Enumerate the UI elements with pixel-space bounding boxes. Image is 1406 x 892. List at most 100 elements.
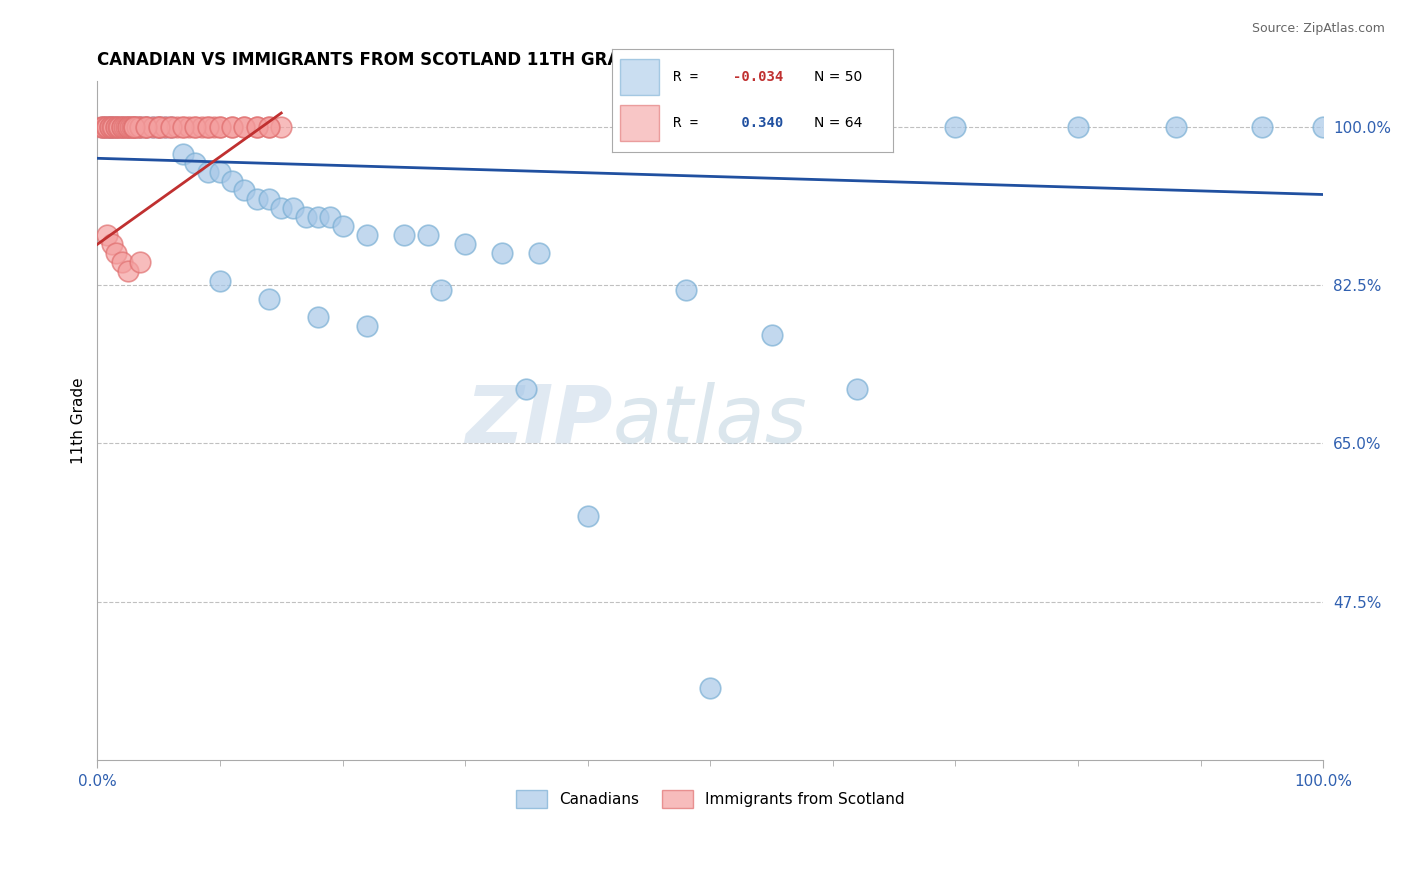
Point: [135, 120, 157, 134]
Point: [319, 210, 342, 224]
Point: [104, 120, 127, 134]
Point: [761, 327, 783, 342]
Point: [121, 120, 143, 134]
Point: [172, 120, 194, 134]
Point: [129, 120, 152, 134]
Point: [172, 120, 194, 134]
Point: [93, 120, 115, 134]
Point: [1251, 120, 1274, 134]
Point: [190, 120, 212, 134]
Point: [135, 120, 157, 134]
Point: [122, 120, 145, 134]
Point: [184, 156, 207, 170]
Point: [104, 246, 127, 260]
Point: [515, 382, 537, 396]
Point: [98, 120, 121, 134]
Point: [129, 255, 152, 269]
Point: [160, 120, 183, 134]
Point: [117, 120, 139, 134]
Point: [294, 210, 316, 224]
Point: [148, 120, 170, 134]
Point: [114, 120, 136, 134]
Point: [270, 201, 292, 215]
Point: [94, 120, 117, 134]
Point: [208, 273, 231, 287]
Text: N = 64: N = 64: [814, 117, 862, 130]
Point: [233, 120, 256, 134]
Point: [107, 120, 129, 134]
Point: [246, 192, 269, 206]
Point: [111, 120, 134, 134]
Text: CANADIAN VS IMMIGRANTS FROM SCOTLAND 11TH GRADE CORRELATION CHART: CANADIAN VS IMMIGRANTS FROM SCOTLAND 11T…: [97, 51, 851, 69]
FancyBboxPatch shape: [620, 60, 659, 95]
Point: [122, 120, 145, 134]
Point: [96, 120, 118, 134]
Point: [491, 246, 513, 260]
Point: [160, 120, 183, 134]
Point: [96, 120, 118, 134]
Point: [246, 120, 269, 134]
Text: Source: ZipAtlas.com: Source: ZipAtlas.com: [1251, 22, 1385, 36]
Point: [135, 120, 157, 134]
Point: [148, 120, 170, 134]
Text: N = 50: N = 50: [814, 70, 862, 84]
Point: [122, 120, 145, 134]
Point: [166, 120, 188, 134]
Y-axis label: 11th Grade: 11th Grade: [72, 377, 86, 464]
Point: [233, 183, 256, 197]
Point: [141, 120, 163, 134]
Legend: Canadians, Immigrants from Scotland: Canadians, Immigrants from Scotland: [510, 784, 911, 814]
Point: [257, 192, 280, 206]
Point: [1166, 120, 1188, 134]
Point: [429, 283, 451, 297]
Point: [179, 120, 201, 134]
Point: [98, 120, 121, 134]
Point: [129, 120, 152, 134]
Point: [356, 228, 378, 243]
Point: [675, 283, 697, 297]
Text: R =: R =: [673, 117, 707, 130]
Point: [846, 382, 869, 396]
Point: [208, 120, 231, 134]
Point: [202, 120, 225, 134]
Point: [135, 120, 157, 134]
Point: [270, 120, 292, 134]
Point: [172, 146, 194, 161]
Point: [527, 246, 550, 260]
FancyBboxPatch shape: [620, 105, 659, 141]
Point: [122, 120, 145, 134]
Point: [1312, 120, 1334, 134]
Point: [246, 120, 269, 134]
Text: R =: R =: [673, 70, 707, 84]
Point: [104, 120, 127, 134]
Point: [576, 508, 599, 523]
Point: [129, 120, 152, 134]
Point: [221, 174, 243, 188]
Point: [283, 201, 305, 215]
Point: [103, 120, 125, 134]
Point: [101, 120, 124, 134]
Point: [101, 120, 124, 134]
Point: [104, 120, 127, 134]
Point: [148, 120, 170, 134]
Point: [120, 120, 142, 134]
Point: [117, 264, 139, 278]
Point: [454, 237, 477, 252]
Point: [945, 120, 967, 134]
Point: [111, 120, 134, 134]
Point: [108, 120, 131, 134]
Point: [221, 120, 243, 134]
Point: [257, 120, 280, 134]
Point: [90, 120, 112, 134]
Point: [93, 120, 115, 134]
Point: [184, 120, 207, 134]
Point: [418, 228, 440, 243]
Point: [141, 120, 163, 134]
Point: [208, 120, 231, 134]
Point: [197, 165, 219, 179]
Point: [96, 228, 118, 243]
Point: [112, 120, 135, 134]
Point: [148, 120, 170, 134]
Point: [699, 681, 721, 695]
Point: [197, 120, 219, 134]
